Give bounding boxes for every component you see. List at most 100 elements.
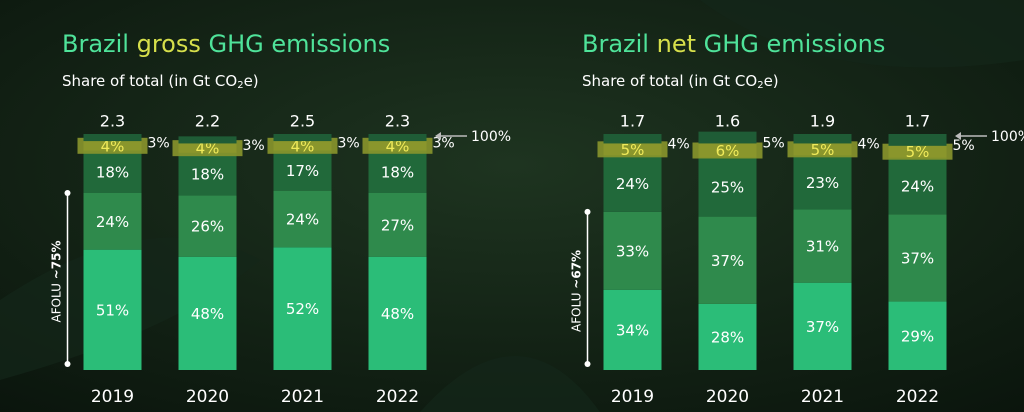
outside-value-label: 3%: [338, 136, 360, 152]
value-label: 4%: [196, 140, 220, 158]
value-label: 6%: [716, 142, 740, 160]
arrow-head: [435, 132, 441, 140]
title-part: Brazil: [582, 30, 657, 58]
value-label: 4%: [101, 137, 125, 155]
bar-segment: [83, 150, 142, 193]
bar-segment: [888, 301, 947, 370]
value-label: 52%: [286, 300, 319, 318]
bar-segment: [273, 190, 332, 248]
value-label: 37%: [806, 318, 839, 336]
value-label: 34%: [616, 321, 649, 339]
value-label: 51%: [96, 301, 129, 319]
bar-segment: [603, 211, 662, 290]
bar-segment: [698, 131, 757, 144]
total-label: 1.6: [715, 112, 740, 131]
value-label: 5%: [621, 141, 645, 159]
value-label: 23%: [806, 174, 839, 192]
value-label: 24%: [286, 210, 319, 228]
outside-value-label: 4%: [668, 137, 690, 153]
value-label: 29%: [901, 327, 934, 345]
title-part: gross: [137, 30, 201, 58]
chart-subtitle: Share of total (in Gt CO2e): [62, 72, 259, 92]
bar-segment: [698, 303, 757, 370]
value-label: 5%: [906, 143, 930, 161]
total-label: 2.5: [290, 112, 315, 131]
total-label: 2.3: [385, 112, 410, 131]
bar-segment: [888, 214, 947, 302]
bar-segment: [793, 155, 852, 210]
bar-segment: [603, 155, 662, 212]
x-tick-label: 2021: [801, 387, 844, 407]
bar-segment: [273, 150, 332, 191]
arrow-head: [955, 132, 961, 140]
bar-segment: [178, 195, 237, 257]
chart-title: Brazil net GHG emissions: [582, 30, 885, 58]
annotation: 100%: [471, 129, 511, 145]
bar-segment: [178, 256, 237, 370]
value-label: 17%: [286, 162, 319, 180]
bar-segment: [888, 134, 947, 146]
x-tick-label: 2022: [896, 387, 939, 407]
subtitle-part: e): [764, 72, 779, 90]
label-highlight: [77, 137, 148, 154]
outside-value-label: 5%: [763, 136, 785, 152]
bracket-end: [584, 208, 591, 215]
bar-segment: [603, 134, 662, 144]
bracket-label-value: ~75%: [49, 240, 63, 279]
title-part: Brazil: [62, 30, 137, 58]
title-part: GHG emissions: [201, 30, 390, 58]
bar-segment: [698, 157, 757, 217]
bracket-end: [64, 361, 71, 367]
value-label: 18%: [191, 166, 224, 184]
bar-segment: [368, 256, 427, 370]
bar-segment: [793, 134, 852, 144]
value-label: 25%: [711, 179, 744, 197]
x-tick-label: 2022: [376, 387, 419, 407]
label-highlight: [882, 143, 953, 160]
total-label: 1.7: [620, 112, 645, 131]
bracket-label: AFOLU ~67%: [569, 250, 583, 332]
value-label: 5%: [811, 141, 835, 159]
subtitle-part: Share of total (in Gt CO: [62, 72, 237, 90]
label-highlight: [172, 140, 243, 157]
bar-segment: [178, 152, 237, 196]
title-part: net: [657, 30, 696, 58]
value-label: 24%: [901, 177, 934, 195]
bar-segment: [83, 134, 142, 142]
bar-segment: [603, 289, 662, 370]
bar-segment: [793, 209, 852, 283]
value-label: 4%: [291, 137, 315, 155]
x-tick-label: 2019: [91, 387, 134, 407]
outside-value-label: 3%: [243, 138, 265, 154]
value-label: 37%: [711, 252, 744, 270]
value-label: 33%: [616, 242, 649, 260]
bar-segment: [793, 282, 852, 370]
annotation: 100%: [991, 129, 1024, 145]
subscript: 2: [757, 80, 763, 91]
bracket-label-value: ~67%: [569, 250, 583, 289]
bar-segment: [368, 193, 427, 257]
bar-segment: [368, 134, 427, 142]
label-highlight: [362, 137, 433, 154]
label-highlight: [267, 137, 338, 154]
title-part: GHG emissions: [696, 30, 885, 58]
label-highlight: [787, 141, 858, 158]
bar-segment: [178, 136, 237, 144]
bar-segment: [83, 193, 142, 250]
value-label: 48%: [381, 305, 414, 323]
chart-subtitle: Share of total (in Gt CO2e): [582, 72, 779, 92]
total-label: 1.9: [810, 112, 835, 131]
value-label: 31%: [806, 238, 839, 256]
subscript: 2: [237, 80, 243, 91]
value-label: 24%: [96, 213, 129, 231]
bar-segment: [888, 157, 947, 215]
x-tick-label: 2019: [611, 387, 654, 407]
outside-value-label: 4%: [858, 137, 880, 153]
total-label: 1.7: [905, 112, 930, 131]
bar-segment: [368, 150, 427, 193]
total-label: 2.2: [195, 112, 220, 131]
outside-value-label: 3%: [148, 136, 170, 152]
